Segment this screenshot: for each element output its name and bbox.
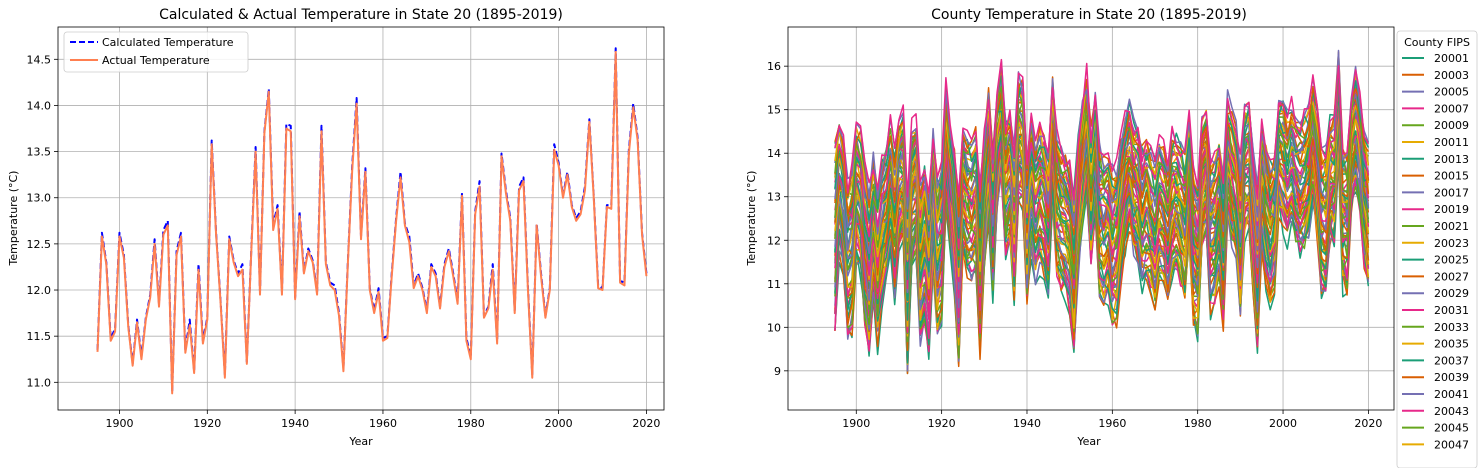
y-tick-label: 13 — [767, 191, 781, 204]
chart2-title: County Temperature in State 20 (1895-201… — [931, 7, 1247, 23]
legend-label-county: 20009 — [1434, 119, 1469, 132]
y-tick-label: 12.0 — [27, 284, 52, 297]
x-tick-label: 1980 — [457, 417, 485, 430]
chart1-grid — [58, 27, 664, 410]
series-actual-line — [96, 50, 648, 395]
legend-label-county: 20023 — [1434, 237, 1469, 250]
legend-label-county: 20039 — [1434, 371, 1469, 384]
x-tick-label: 2000 — [545, 417, 573, 430]
x-tick-label: 2020 — [1354, 417, 1382, 430]
county-series-line — [834, 58, 1370, 201]
legend-label-actual: Actual Temperature — [102, 54, 210, 67]
legend-label-county: 20031 — [1434, 304, 1469, 317]
x-tick-label: 1980 — [1184, 417, 1212, 430]
y-tick-label: 14 — [767, 147, 781, 160]
chart2-legend-title: County FIPS — [1404, 36, 1470, 49]
legend-label-county: 20015 — [1434, 170, 1469, 183]
y-tick-label: 16 — [767, 60, 781, 73]
legend-label-county: 20033 — [1434, 321, 1469, 334]
chart-calculated-vs-actual: Calculated & Actual Temperature in State… — [7, 7, 665, 448]
x-tick-label: 1900 — [105, 417, 133, 430]
y-tick-label: 15 — [767, 104, 781, 117]
chart2-x-ticks: 1900 1920 1940 1960 1980 2000 2020 — [842, 410, 1382, 430]
y-tick-label: 14.5 — [27, 53, 52, 66]
chart1-y-ticks: 11.0 11.5 12.0 12.5 13.0 13.5 14.0 14.5 — [27, 53, 58, 389]
y-tick-label: 13.0 — [27, 192, 52, 205]
chart2-legend: County FIPS 20001 20003 20005 20007 20009 200… — [1396, 30, 1478, 468]
legend-label-county: 20011 — [1434, 136, 1469, 149]
x-tick-label: 2000 — [1269, 417, 1297, 430]
county-series-line — [834, 110, 1370, 303]
legend-label-calculated: Calculated Temperature — [102, 36, 234, 49]
chart2-legend-box — [1396, 30, 1478, 468]
chart1-y-axis-label: Temperature (°C) — [7, 171, 20, 267]
county-series-line — [834, 126, 1370, 323]
chart1-x-ticks: 1900 1920 1940 1960 1980 2000 2020 — [105, 410, 660, 430]
x-tick-label: 1940 — [1013, 417, 1041, 430]
chart-county-temperature: County Temperature in State 20 (1895-201… — [745, 7, 1478, 468]
legend-label-county: 20047 — [1434, 438, 1469, 451]
y-tick-label: 14.0 — [27, 99, 52, 112]
legend-label-county: 20021 — [1434, 220, 1469, 233]
chart1-series — [96, 47, 648, 395]
legend-label-county: 20035 — [1434, 338, 1469, 351]
x-tick-label: 1960 — [369, 417, 397, 430]
legend-label-county: 20025 — [1434, 254, 1469, 267]
x-tick-label: 1940 — [281, 417, 309, 430]
county-series-line — [834, 88, 1369, 257]
y-tick-label: 13.5 — [27, 146, 52, 159]
chart2-x-axis-label: Year — [1076, 435, 1101, 448]
chart1-legend-box — [63, 31, 249, 73]
x-tick-label: 1900 — [842, 417, 870, 430]
y-tick-label: 11 — [767, 278, 781, 291]
y-tick-label: 11.5 — [27, 330, 52, 343]
chart2-series — [834, 49, 1370, 375]
y-tick-label: 12.5 — [27, 238, 52, 251]
x-tick-label: 2020 — [632, 417, 660, 430]
legend-label-county: 20043 — [1434, 405, 1469, 418]
chart1-axes-frame — [57, 26, 665, 411]
legend-label-county: 20027 — [1434, 270, 1469, 283]
chart1-x-axis-label: Year — [348, 435, 373, 448]
chart2-y-axis-label: Temperature (°C) — [745, 171, 758, 267]
y-tick-label: 12 — [767, 234, 781, 247]
y-tick-label: 11.0 — [27, 376, 52, 389]
chart1-legend: Calculated Temperature Actual Temperatur… — [63, 31, 249, 73]
chart2-axes-frame — [787, 26, 1395, 411]
county-series-line — [834, 96, 1370, 258]
y-tick-label: 9 — [774, 365, 781, 378]
legend-label-county: 20019 — [1434, 203, 1469, 216]
x-tick-label: 1920 — [193, 417, 221, 430]
county-series-line — [834, 129, 1370, 323]
legend-label-county: 20041 — [1434, 388, 1469, 401]
chart2-y-ticks: 9 10 11 12 13 14 15 16 — [767, 60, 788, 378]
legend-label-county: 20005 — [1434, 86, 1469, 99]
legend-label-county: 20045 — [1434, 422, 1469, 435]
county-series-line — [834, 49, 1370, 211]
legend-label-county: 20013 — [1434, 153, 1469, 166]
series-calculated-line — [96, 47, 648, 393]
legend-label-county: 20029 — [1434, 287, 1469, 300]
x-tick-label: 1960 — [1098, 417, 1126, 430]
y-tick-label: 10 — [767, 321, 781, 334]
legend-label-county: 20037 — [1434, 354, 1469, 367]
county-series-line — [834, 104, 1370, 289]
legend-label-county: 20003 — [1434, 69, 1469, 82]
legend-label-county: 20001 — [1434, 52, 1469, 65]
chart1-title: Calculated & Actual Temperature in State… — [159, 7, 563, 23]
legend-label-county: 20017 — [1434, 186, 1469, 199]
x-tick-label: 1920 — [928, 417, 956, 430]
legend-label-county: 20007 — [1434, 102, 1469, 115]
